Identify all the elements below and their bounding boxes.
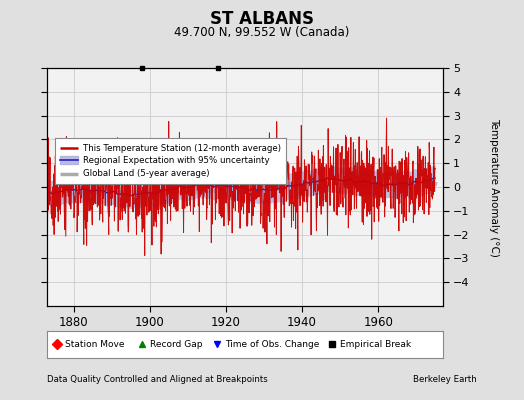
Text: Record Gap: Record Gap	[150, 340, 202, 349]
Text: Empirical Break: Empirical Break	[340, 340, 411, 349]
Text: Regional Expectation with 95% uncertainty: Regional Expectation with 95% uncertaint…	[83, 156, 269, 164]
Text: 49.700 N, 99.552 W (Canada): 49.700 N, 99.552 W (Canada)	[174, 26, 350, 39]
Text: ST ALBANS: ST ALBANS	[210, 10, 314, 28]
Text: Data Quality Controlled and Aligned at Breakpoints: Data Quality Controlled and Aligned at B…	[47, 375, 268, 384]
Text: This Temperature Station (12-month average): This Temperature Station (12-month avera…	[83, 144, 281, 153]
Text: Global Land (5-year average): Global Land (5-year average)	[83, 169, 209, 178]
Y-axis label: Temperature Anomaly (°C): Temperature Anomaly (°C)	[489, 118, 499, 256]
Text: Station Move: Station Move	[65, 340, 125, 349]
Text: Berkeley Earth: Berkeley Earth	[413, 375, 477, 384]
Text: Time of Obs. Change: Time of Obs. Change	[225, 340, 320, 349]
